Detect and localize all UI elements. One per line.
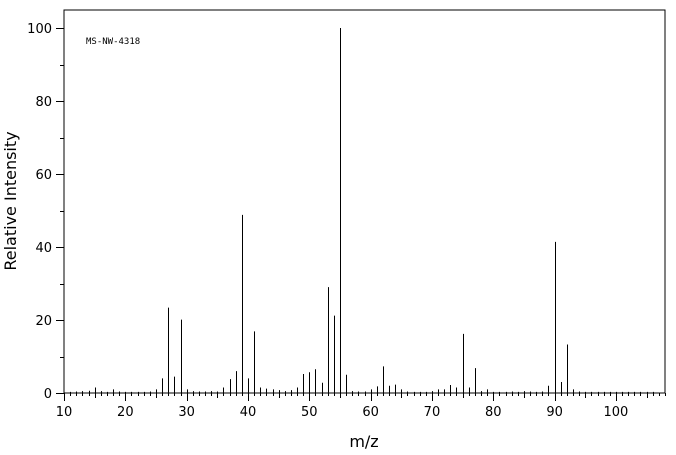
y-tick-label: 60 — [35, 168, 52, 183]
x-tick-label: 10 — [56, 405, 73, 420]
x-tick-label: 70 — [424, 405, 441, 420]
y-tick-label: 40 — [35, 241, 52, 256]
x-tick-label: 60 — [362, 405, 379, 420]
y-axis-ticks: 0 20 40 60 80 100 — [27, 22, 64, 402]
plot-frame — [63, 9, 666, 394]
x-tick-label: 90 — [546, 405, 563, 420]
x-tick-label: 50 — [301, 405, 318, 420]
x-axis-ticks: 10 20 30 40 50 60 70 80 90 100 — [56, 393, 666, 420]
x-tick-label: 30 — [178, 405, 195, 420]
y-tick-label: 80 — [35, 95, 52, 110]
y-tick-label: 0 — [44, 387, 52, 402]
x-axis-title: m/z — [349, 432, 378, 451]
x-tick-label: 100 — [604, 405, 629, 420]
y-tick-label: 100 — [27, 22, 52, 37]
y-tick-label: 20 — [35, 314, 52, 329]
x-tick-label: 20 — [117, 405, 134, 420]
annotation-label: MS-NW-4318 — [86, 37, 140, 47]
x-tick-label: 80 — [485, 405, 502, 420]
y-axis-title: Relative Intensity — [1, 131, 20, 270]
x-tick-label: 40 — [240, 405, 257, 420]
spectrum-peaks — [70, 28, 654, 393]
